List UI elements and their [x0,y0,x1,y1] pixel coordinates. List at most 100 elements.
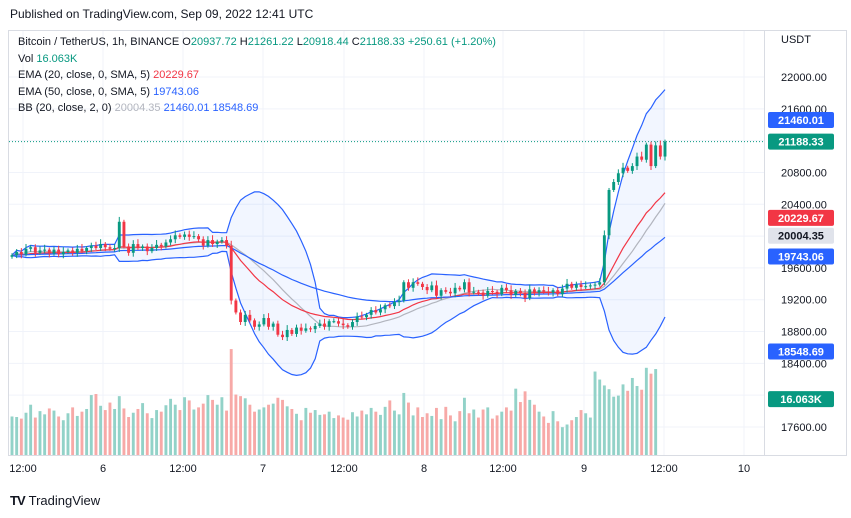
candle-body [164,242,168,247]
candle-body [472,291,476,293]
legend-ema20-row[interactable]: EMA (20, close, 0, SMA, 5) 20229.67 [18,67,496,84]
price-tick-label: 18400.00 [781,358,827,370]
ema20-label: EMA (20, close, 0, SMA, 5) [18,69,151,81]
candle-body [24,248,28,255]
volume-bar [341,417,345,455]
volume-bar [243,398,247,455]
bb-lower-value: 18548.69 [212,102,259,114]
volume-bar [136,408,140,455]
candle-body [649,144,653,167]
candle-body [369,310,373,315]
candle-body [635,156,639,167]
volume-bar [500,411,504,455]
time-tick-label: 9 [581,463,587,475]
volume-bar [164,405,168,455]
candle-body [229,245,233,301]
tradingview-footer[interactable]: TV TradingView [10,493,100,508]
price-badge-label: 21460.01 [778,115,824,127]
ohlc-high-label: H [239,36,248,48]
chart-pane[interactable] [8,30,765,456]
volume-bar [588,417,592,455]
volume-bar [504,407,508,455]
candle-body [15,252,19,256]
volume-bar [560,427,564,455]
candle-body [416,282,420,284]
volume-bar [155,410,159,455]
candle-body [383,305,387,310]
volume-bar [248,404,252,455]
volume-bar [15,417,19,455]
volume-bar [435,407,438,455]
volume-bar [551,411,555,455]
volume-bar [19,418,23,455]
candle-body [10,255,14,257]
volume-bar [546,422,550,455]
price-tick-label: 22000.00 [781,72,827,84]
candle-body [192,236,196,238]
ema-lines [11,192,666,321]
candle-body [374,310,378,313]
candle-body [365,314,368,318]
volume-bar [43,414,47,455]
volume-bar [29,404,33,455]
volume-bar [211,399,215,455]
volume-bar [183,397,187,455]
candle-body [537,290,541,293]
volume-bar [99,405,103,455]
chart-legend: Bitcoin / TetherUS, 1h, BINANCE O20937.7… [18,34,496,117]
price-axis[interactable] [765,30,847,456]
candles [10,139,667,342]
candle-body [504,287,508,291]
candle-body [243,314,247,322]
volume-bar [574,417,578,455]
volume-bar [295,413,298,455]
ema50-value: 19743.06 [153,85,200,98]
candle-body [159,244,163,247]
volume-bar [318,414,322,455]
candle-body [458,287,462,290]
volume-bar [537,411,541,455]
volume-bar [66,413,70,455]
candle-body [630,166,634,171]
legend-volume-row[interactable]: Vol 16.063K [18,51,496,68]
volume-bar [476,417,480,455]
legend-ema50-row[interactable]: EMA (50, close, 0, SMA, 5) 19743.06 [18,84,496,101]
bb-upper-line [11,89,666,319]
volume-bar [108,402,112,455]
candle-body [197,236,201,240]
volume-bar [271,403,275,455]
volume-bar [225,410,229,455]
volume-bar [131,412,135,455]
candle-body [99,244,103,249]
volume-bar [416,407,420,455]
volume-bar [262,407,266,455]
candle-body [43,249,47,251]
price-badge [768,111,834,128]
symbol-title[interactable]: Bitcoin / TetherUS, 1h, BINANCE [18,36,180,48]
candle-body [355,316,359,322]
candle-body [103,244,107,248]
volume-bar [360,410,364,455]
volume-bar [141,403,145,455]
candle-body [141,246,145,249]
candle-body [402,282,406,301]
candle-body [546,291,550,293]
volume-bar [113,408,117,455]
volume-bar [257,409,261,455]
volume-bar [448,415,452,455]
candle-body [528,289,532,299]
candle-body [38,250,42,253]
candle-body [640,156,644,160]
price-badge-label: 19743.06 [778,252,824,264]
volume-bar [192,409,196,455]
volume-bar [383,406,387,455]
legend-bb-row[interactable]: BB (20, close, 2, 0) 20004.35 21460.01 1… [18,100,496,117]
candle-body [621,167,625,174]
volume-bar [393,410,396,455]
candle-body [281,334,284,338]
candle-body [612,182,616,190]
candle-body [626,167,630,171]
volume-bar [388,400,392,455]
currency-label: USDT [781,34,811,46]
